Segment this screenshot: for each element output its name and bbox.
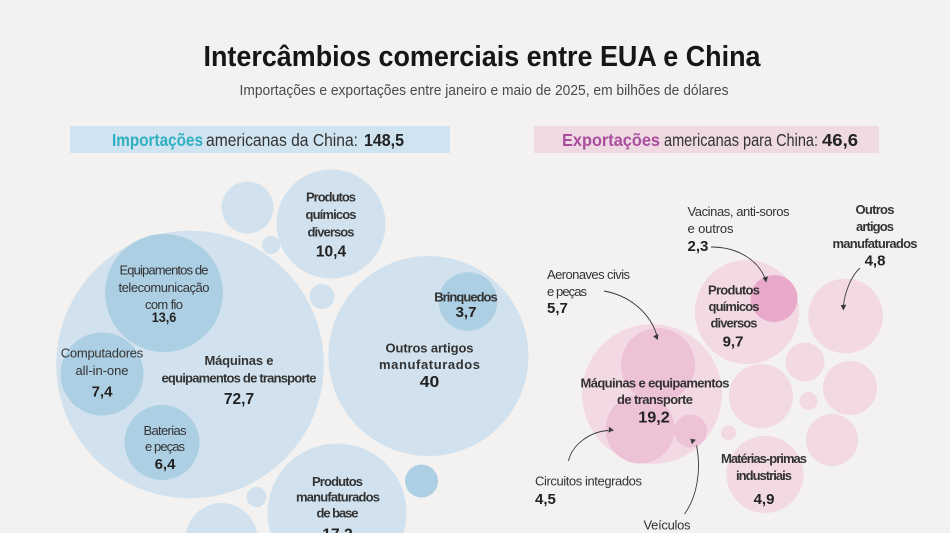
svg-text:72,7: 72,7 [224, 391, 254, 408]
svg-text:Computadores: Computadores [61, 346, 144, 361]
svg-text:Máquinas e: Máquinas e [205, 353, 274, 368]
svg-text:industriais: industriais [736, 468, 792, 483]
svg-text:manufaturados: manufaturados [833, 236, 918, 251]
svg-text:Equipamentos de: Equipamentos de [120, 263, 209, 278]
svg-text:Circuitos integrados: Circuitos integrados [535, 474, 643, 489]
svg-text:Exportações: Exportações [562, 130, 660, 150]
svg-text:americanas da China:: americanas da China: [206, 130, 358, 150]
svg-text:10,4: 10,4 [316, 244, 347, 261]
svg-text:Importações: Importações [112, 130, 203, 150]
svg-text:manufaturados: manufaturados [296, 490, 380, 505]
svg-text:químicos: químicos [709, 299, 760, 314]
svg-text:Aeronaves civis: Aeronaves civis [547, 267, 631, 282]
svg-text:Máquinas e equipamentos: Máquinas e equipamentos [581, 376, 730, 391]
svg-text:Vacinas, anti-soros: Vacinas, anti-soros [688, 204, 791, 219]
svg-text:de transporte: de transporte [617, 392, 693, 407]
svg-text:Veículos: Veículos [644, 518, 692, 533]
svg-text:e peças: e peças [145, 439, 186, 454]
svg-text:Intercâmbios comerciais entre: Intercâmbios comerciais entre EUA e Chin… [204, 41, 762, 73]
svg-text:manufaturados: manufaturados [379, 357, 480, 372]
svg-text:equipamentos de transporte: equipamentos de transporte [162, 371, 317, 386]
svg-text:de base: de base [317, 506, 359, 521]
svg-text:americanas para China:: americanas para China: [664, 130, 818, 150]
svg-text:Brinquedos: Brinquedos [434, 289, 498, 304]
svg-text:e outros: e outros [688, 221, 735, 236]
svg-text:Produtos: Produtos [306, 190, 356, 205]
svg-text:all-in-one: all-in-one [76, 363, 129, 378]
svg-text:artigos: artigos [856, 219, 894, 234]
svg-text:2,3: 2,3 [688, 238, 709, 255]
svg-text:19,2: 19,2 [638, 410, 670, 427]
svg-text:Matérias-primas: Matérias-primas [721, 451, 807, 466]
svg-text:4,9: 4,9 [754, 491, 775, 508]
svg-text:Outros artigos: Outros artigos [386, 341, 474, 356]
svg-text:Outros: Outros [856, 202, 895, 217]
svg-text:17,2: 17,2 [322, 527, 352, 533]
svg-text:com fio: com fio [145, 297, 183, 312]
svg-text:40: 40 [420, 374, 440, 391]
svg-text:Produtos: Produtos [708, 283, 760, 298]
svg-text:diversos: diversos [308, 225, 355, 240]
svg-text:Produtos: Produtos [312, 474, 363, 489]
svg-text:telecomunicação: telecomunicação [119, 280, 210, 295]
svg-text:e peças: e peças [547, 284, 588, 299]
svg-text:químicos: químicos [306, 207, 357, 222]
svg-text:5,7: 5,7 [547, 300, 568, 317]
svg-text:148,5: 148,5 [364, 130, 404, 150]
svg-text:46,6: 46,6 [822, 130, 858, 150]
svg-text:7,4: 7,4 [92, 384, 114, 401]
svg-text:9,7: 9,7 [723, 334, 744, 351]
svg-text:4,5: 4,5 [535, 491, 556, 508]
svg-text:3,7: 3,7 [456, 304, 477, 321]
svg-text:diversos: diversos [711, 316, 758, 331]
svg-text:Importações e exportações entr: Importações e exportações entre janeiro … [240, 82, 729, 99]
svg-text:6,4: 6,4 [155, 456, 177, 473]
svg-text:Baterias: Baterias [144, 423, 188, 438]
svg-text:4,8: 4,8 [865, 253, 886, 270]
svg-text:13,6: 13,6 [152, 309, 177, 325]
